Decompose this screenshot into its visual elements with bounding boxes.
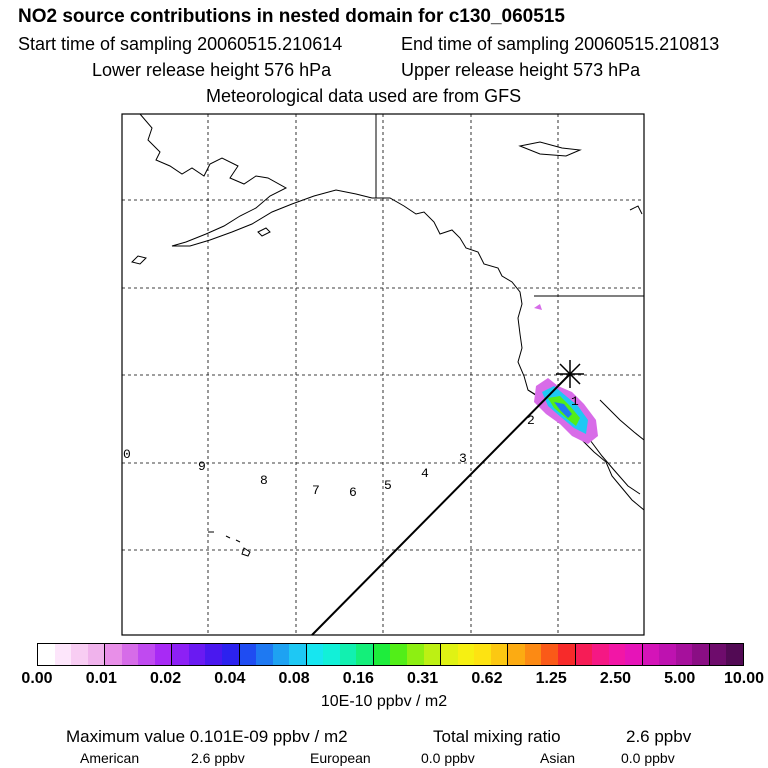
color-swatch — [339, 644, 357, 665]
color-swatch — [205, 644, 223, 665]
back-trajectory — [311, 360, 584, 636]
color-swatch — [390, 644, 408, 665]
day-label-6: 6 — [349, 485, 357, 500]
color-scale-bar — [37, 643, 744, 666]
region-asian-name: Asian — [540, 750, 576, 766]
day-label-9: 9 — [198, 459, 206, 474]
day-label-3: 3 — [459, 451, 467, 466]
region-asian-value: 0.0 ppbv — [621, 750, 675, 766]
end-time-label: End time of sampling 20060515.210813 — [401, 34, 720, 54]
color-swatch — [508, 644, 525, 665]
start-time-label: Start time of sampling 20060515.210614 — [18, 34, 343, 54]
color-swatch — [675, 644, 693, 665]
color-swatch — [172, 644, 189, 665]
region-european-value: 0.0 ppbv — [421, 750, 475, 766]
color-swatch — [239, 644, 257, 665]
color-swatch — [490, 644, 509, 665]
color-scale-tick-label: 0.31 — [407, 670, 439, 687]
map-title: NO2 source contributions in nested domai… — [18, 6, 565, 27]
color-swatch — [105, 644, 122, 665]
color-swatch — [138, 644, 155, 665]
color-swatch — [441, 644, 458, 665]
color-swatch — [323, 644, 340, 665]
color-swatch — [575, 644, 593, 665]
color-swatch — [692, 644, 710, 665]
map-gridlines — [122, 114, 644, 635]
color-scale-tick-label: 0.08 — [278, 670, 310, 687]
color-swatch — [726, 644, 743, 665]
color-swatch — [373, 644, 391, 665]
color-swatch — [306, 644, 324, 665]
color-swatch — [38, 644, 55, 665]
color-scale-tick-label: 0.00 — [21, 670, 53, 687]
color-swatch — [557, 644, 576, 665]
color-scale-tick-label: 0.01 — [85, 670, 117, 687]
trajectory-day-labels: 0 9 8 7 6 5 4 3 2 1 — [123, 394, 579, 500]
day-label-4: 4 — [421, 466, 429, 481]
color-swatch — [272, 644, 290, 665]
color-swatch — [592, 644, 609, 665]
color-swatch — [121, 644, 139, 665]
color-swatch — [188, 644, 206, 665]
color-swatch — [541, 644, 558, 665]
color-swatch — [222, 644, 240, 665]
color-swatch — [642, 644, 660, 665]
color-swatch — [457, 644, 475, 665]
color-swatch — [289, 644, 307, 665]
color-swatch — [71, 644, 88, 665]
color-scale-tick-label: 0.16 — [342, 670, 374, 687]
color-swatch — [625, 644, 643, 665]
color-scale-tick-label: 1.25 — [535, 670, 567, 687]
region-american-name: American — [80, 750, 140, 766]
color-scale-tick-label: 0.02 — [149, 670, 182, 687]
color-scale-tick-label: 10.00 — [723, 670, 765, 687]
color-scale-tick-label: 2.50 — [599, 670, 632, 687]
color-swatch — [256, 644, 273, 665]
color-scale-unit: 10E-10 ppbv / m2 — [320, 693, 448, 710]
color-scale-tick-label: 0.62 — [471, 670, 503, 687]
total-mixing-value: 2.6 ppbv — [626, 727, 692, 746]
maximum-value-label: Maximum value 0.101E-09 ppbv / m2 — [66, 727, 348, 746]
color-swatch — [154, 644, 173, 665]
region-american-value: 2.6 ppbv — [191, 750, 245, 766]
lower-release-label: Lower release height 576 hPa — [92, 60, 332, 80]
day-label-1: 1 — [571, 394, 579, 409]
color-swatch — [356, 644, 374, 665]
color-scale-tick-label: 5.00 — [664, 670, 696, 687]
color-swatch — [608, 644, 626, 665]
release-point-marker — [556, 360, 584, 388]
day-label-2: 2 — [527, 413, 535, 428]
color-swatch — [54, 644, 72, 665]
day-label-7: 7 — [312, 483, 320, 498]
upper-release-label: Upper release height 573 hPa — [401, 60, 641, 80]
color-swatch — [659, 644, 676, 665]
color-swatch — [423, 644, 442, 665]
color-swatch — [87, 644, 106, 665]
color-swatch — [524, 644, 542, 665]
color-swatch — [474, 644, 491, 665]
region-european-name: European — [310, 750, 371, 766]
day-label-5: 5 — [384, 478, 392, 493]
day-label-0: 0 — [123, 447, 131, 462]
color-scale-tick-label: 0.04 — [214, 670, 246, 687]
total-mixing-label: Total mixing ratio — [433, 727, 561, 746]
day-label-8: 8 — [260, 473, 268, 488]
color-swatch — [407, 644, 424, 665]
color-swatch — [709, 644, 727, 665]
meteorology-label: Meteorological data used are from GFS — [206, 86, 522, 106]
